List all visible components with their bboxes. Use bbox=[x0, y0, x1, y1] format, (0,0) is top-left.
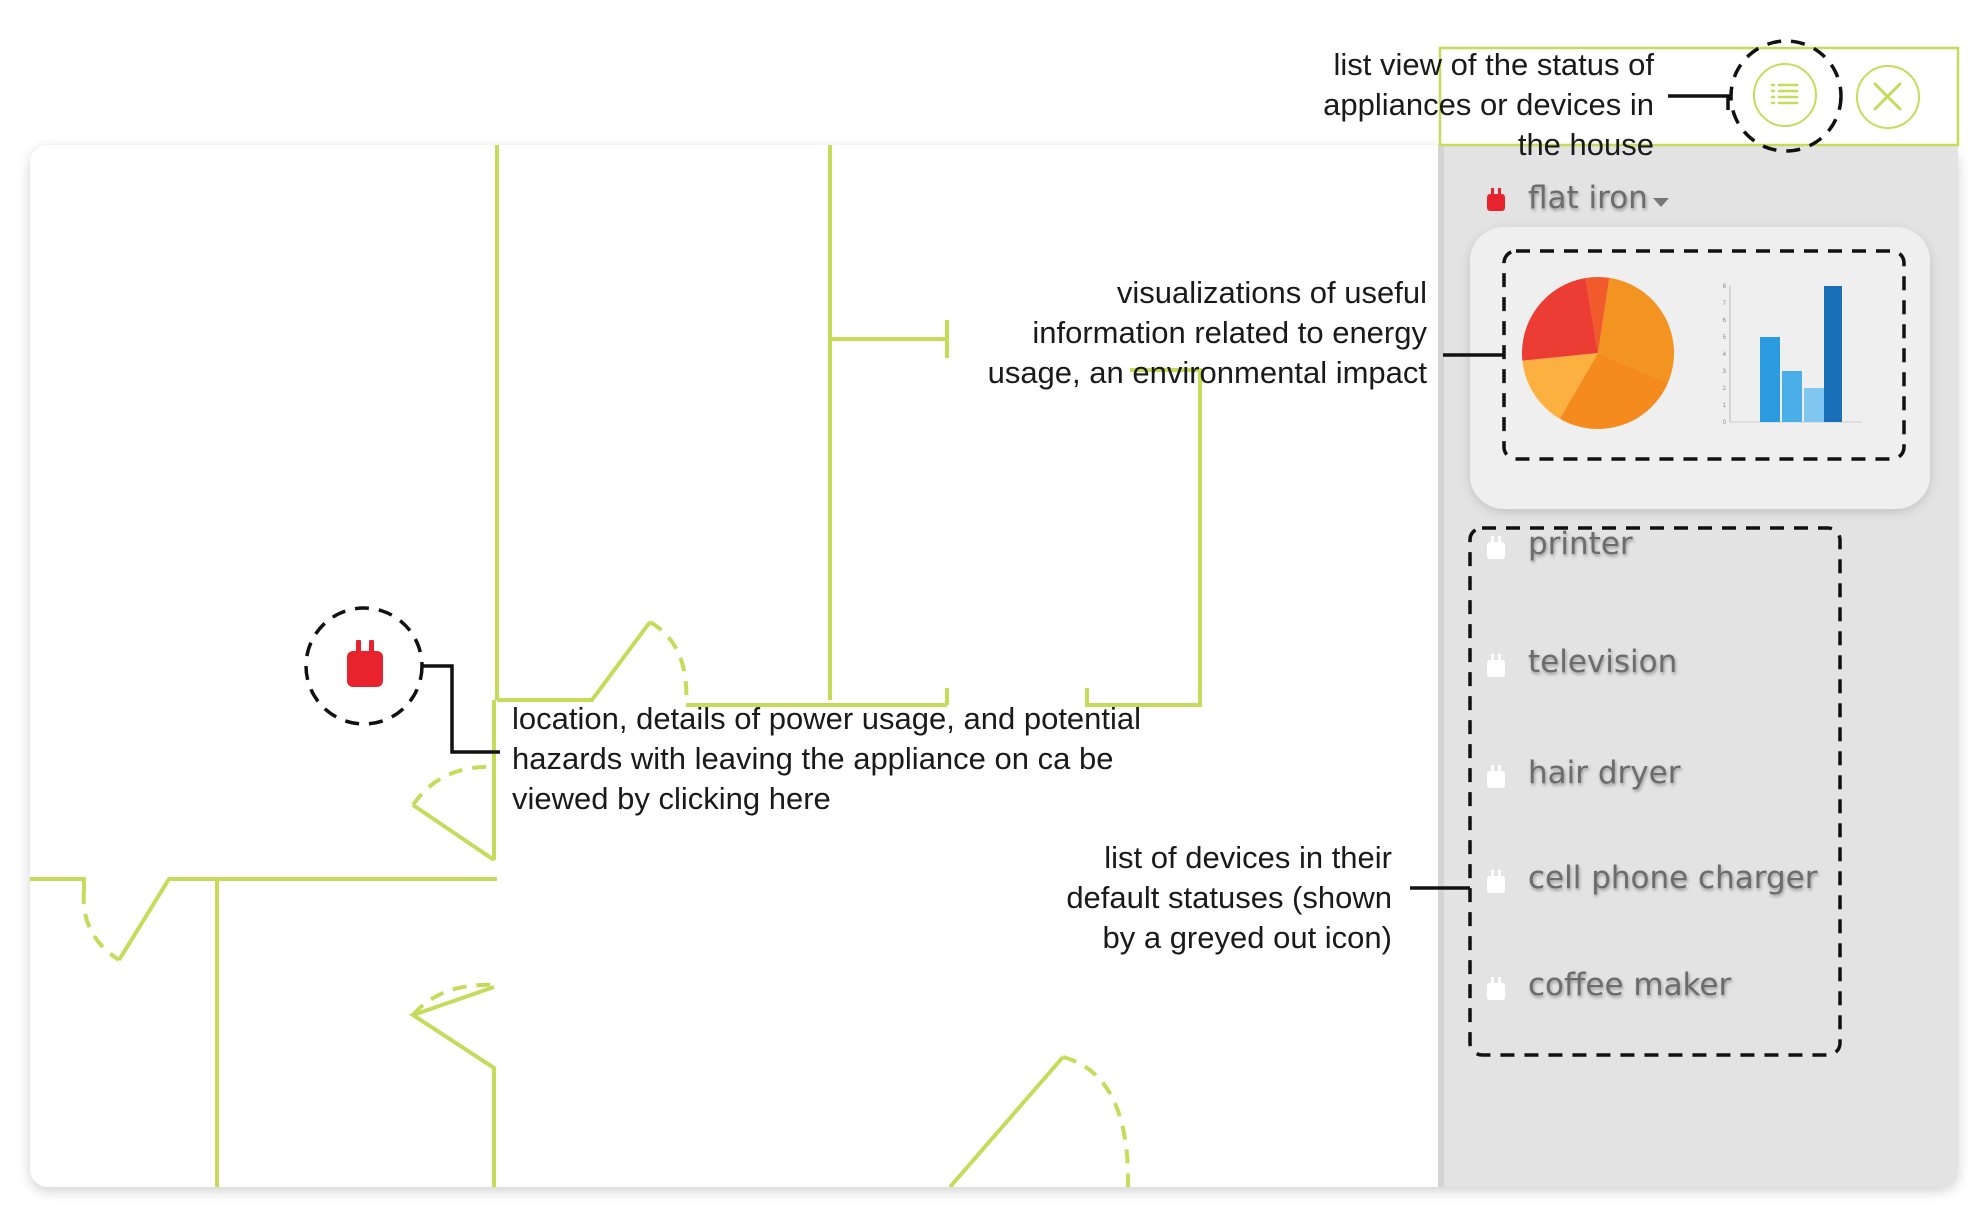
pie-slice bbox=[1522, 278, 1598, 361]
pie-slice bbox=[1559, 353, 1668, 429]
plug-icon[interactable] bbox=[345, 639, 385, 689]
annotation-line: list view of the status of bbox=[1333, 47, 1654, 82]
list-view-callout-ring bbox=[1729, 39, 1843, 153]
device-name: coffee maker bbox=[1528, 967, 1732, 1003]
annotation-line: location, details of power usage, and po… bbox=[512, 701, 1142, 736]
device-list-item[interactable]: cell phone charger bbox=[1480, 860, 1830, 904]
plug-icon bbox=[1487, 765, 1505, 788]
device-name: cell phone charger bbox=[1528, 860, 1818, 896]
energy-pie-chart[interactable] bbox=[1518, 273, 1678, 433]
close-icon bbox=[1873, 82, 1902, 111]
plug-icon bbox=[1487, 870, 1505, 893]
annotation-device-list: list of devices in their default statuse… bbox=[1000, 838, 1392, 958]
y-tick-label: 5 bbox=[1723, 335, 1727, 341]
annotation-line: list of devices in their bbox=[1104, 840, 1392, 875]
annotation-line: hazards with leaving the appliance on ca… bbox=[512, 741, 1114, 776]
bar bbox=[1804, 388, 1824, 422]
y-tick-label: 1 bbox=[1723, 403, 1727, 409]
plug-icon bbox=[1487, 977, 1505, 1000]
annotation-line: information related to energy bbox=[1032, 315, 1427, 350]
y-tick-label: 7 bbox=[1723, 301, 1727, 307]
selected-device-dropdown[interactable]: flat iron bbox=[1480, 180, 1780, 224]
y-tick-label: 8 bbox=[1723, 284, 1727, 290]
bar bbox=[1782, 371, 1802, 422]
annotation-line: appliances or devices in bbox=[1323, 87, 1654, 122]
annotation-visualizations: visualizations of useful information rel… bbox=[900, 273, 1427, 393]
caret-down-icon bbox=[1653, 198, 1669, 207]
annotation-line: by a greyed out icon) bbox=[1102, 920, 1392, 955]
bar bbox=[1760, 337, 1780, 422]
pie-slice bbox=[1585, 277, 1610, 353]
energy-bar-chart[interactable]: 0 1 2 3 4 5 6 7 8 bbox=[1718, 278, 1868, 428]
y-tick-label: 0 bbox=[1723, 420, 1727, 426]
bar bbox=[1824, 286, 1842, 422]
device-name: television bbox=[1528, 644, 1678, 680]
annotation-list-view: list view of the status of appliances or… bbox=[1240, 45, 1654, 165]
annotation-line: usage, an environmental impact bbox=[987, 355, 1427, 390]
device-list-item[interactable]: coffee maker bbox=[1480, 967, 1830, 1011]
leader-lines bbox=[422, 94, 1730, 890]
close-button[interactable] bbox=[1856, 65, 1920, 129]
device-list-item[interactable]: hair dryer bbox=[1480, 755, 1830, 799]
plug-icon bbox=[1487, 536, 1505, 559]
selected-device-name: flat iron bbox=[1528, 180, 1648, 216]
list-view-button[interactable] bbox=[1753, 63, 1817, 127]
device-list-callout-region bbox=[1468, 526, 1842, 1057]
device-list-item[interactable]: television bbox=[1480, 644, 1830, 688]
plug-icon bbox=[1487, 188, 1505, 211]
pie-slice bbox=[1598, 277, 1674, 383]
annotation-location: location, details of power usage, and po… bbox=[512, 699, 1232, 819]
device-name: hair dryer bbox=[1528, 755, 1681, 791]
y-tick-label: 6 bbox=[1723, 318, 1727, 324]
y-tick-label: 4 bbox=[1723, 352, 1727, 358]
annotation-line: the house bbox=[1517, 127, 1654, 162]
device-list-item[interactable]: printer bbox=[1480, 526, 1830, 570]
y-tick-label: 3 bbox=[1723, 369, 1727, 375]
device-name: printer bbox=[1528, 526, 1633, 562]
floor-plan-walls bbox=[30, 145, 1202, 1187]
annotation-line: viewed by clicking here bbox=[512, 781, 831, 816]
annotation-line: default statuses (shown bbox=[1066, 880, 1392, 915]
pie-slice bbox=[1522, 353, 1598, 419]
y-tick-label: 2 bbox=[1723, 386, 1727, 392]
annotation-line: visualizations of useful bbox=[1116, 275, 1427, 310]
plug-icon bbox=[1487, 654, 1505, 677]
list-icon bbox=[1770, 83, 1799, 105]
